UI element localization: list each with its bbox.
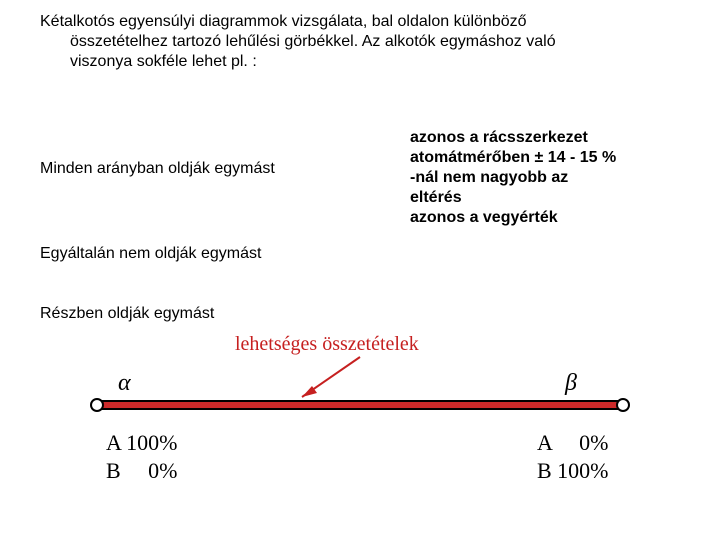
phase-label-beta: β <box>565 370 577 397</box>
bar-outline-bottom <box>95 408 625 410</box>
bullet-item-3: Részben oldják egymást <box>40 305 214 323</box>
axis-label-a-right: A 0% <box>537 430 609 456</box>
phase-label-alpha: α <box>118 370 131 397</box>
condition-1: azonos a rácsszerkezet <box>410 128 700 148</box>
intro-line-2: összetételhez tartozó lehűlési görbékkel… <box>40 32 680 52</box>
condition-5: azonos a vegyérték <box>410 208 700 228</box>
intro-paragraph: Kétalkotós egyensúlyi diagrammok vizsgál… <box>40 12 680 72</box>
axis-label-b-right: B 100% <box>537 458 609 484</box>
condition-2: atomátmérőben ± 14 - 15 % <box>410 148 700 168</box>
endpoint-left-icon <box>90 398 104 412</box>
conditions-block: azonos a rácsszerkezet atomátmérőben ± 1… <box>410 128 700 228</box>
intro-line-3: viszonya sokféle lehet pl. : <box>40 52 680 72</box>
bullet-item-1: Minden arányban oldják egymást <box>40 160 275 178</box>
condition-3: -nál nem nagyobb az <box>410 168 700 188</box>
intro-line-1: Kétalkotós egyensúlyi diagrammok vizsgál… <box>40 12 680 32</box>
composition-bar <box>95 394 625 422</box>
axis-label-a-left: A 100% <box>106 430 178 456</box>
condition-4: eltérés <box>410 188 700 208</box>
bullet-item-2: Egyáltalán nem oldják egymást <box>40 245 261 263</box>
axis-label-b-left: B 0% <box>106 458 178 484</box>
endpoint-right-icon <box>616 398 630 412</box>
